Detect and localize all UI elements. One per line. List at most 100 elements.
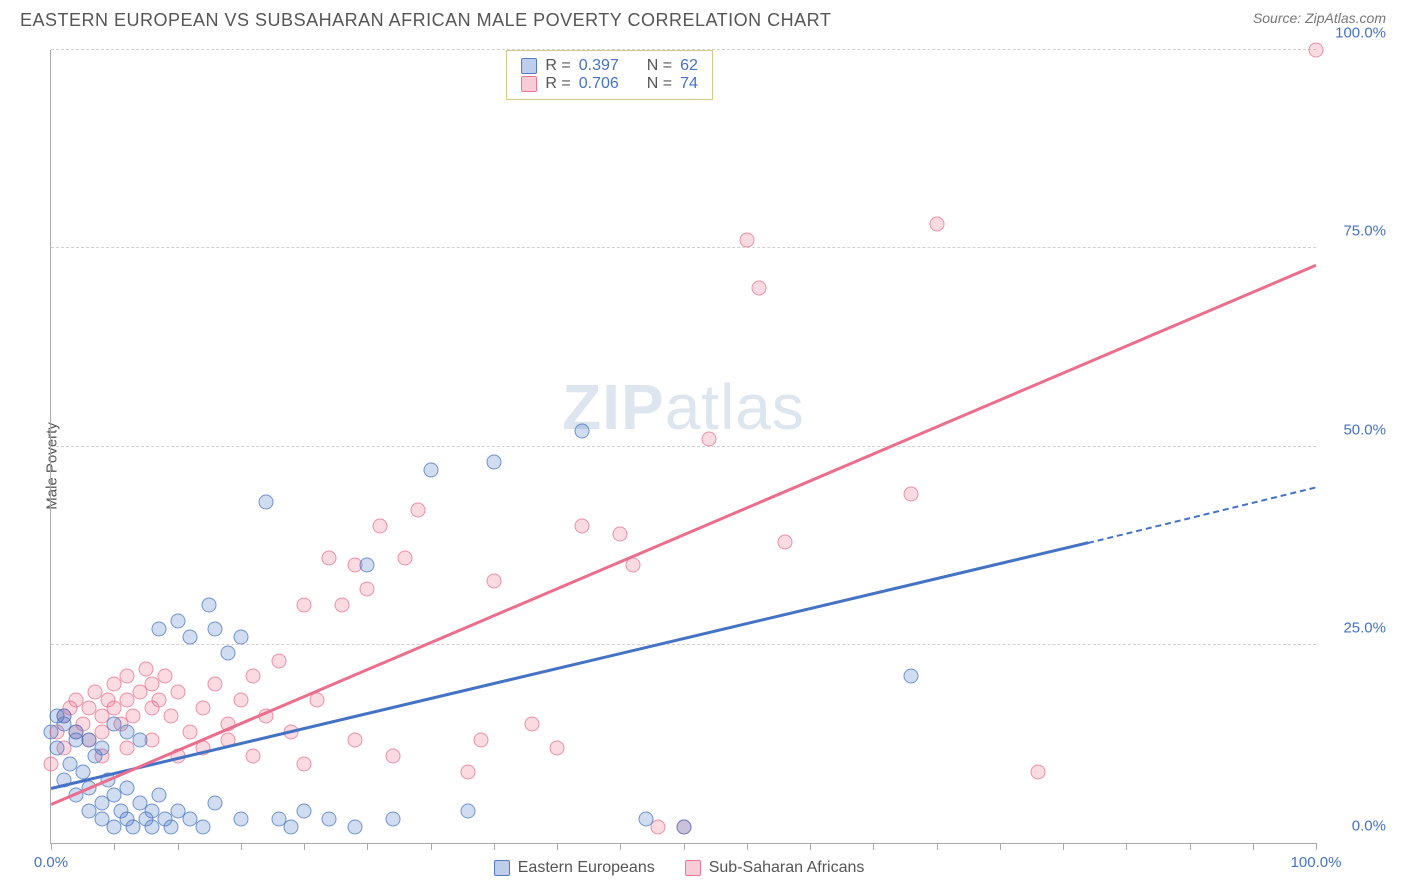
data-point-pink [297, 756, 312, 771]
x-tick [1190, 843, 1191, 850]
x-tick [873, 843, 874, 850]
y-tick-label: 100.0% [1335, 25, 1386, 42]
data-point-pink [385, 748, 400, 763]
legend-row: R =0.706N =74 [521, 75, 698, 93]
x-tick [431, 843, 432, 850]
data-point-pink [151, 693, 166, 708]
legend-r-value: 0.397 [579, 57, 619, 75]
data-point-pink [195, 701, 210, 716]
data-point-blue [575, 423, 590, 438]
legend-row: R =0.397N =62 [521, 57, 698, 75]
data-point-pink [1030, 764, 1045, 779]
y-tick-label: 50.0% [1343, 421, 1386, 438]
watermark-atlas: atlas [665, 371, 805, 443]
data-point-blue [284, 820, 299, 835]
data-point-blue [202, 598, 217, 613]
data-point-pink [701, 431, 716, 446]
legend-series-label: Sub-Saharan Africans [709, 859, 865, 877]
data-point-pink [164, 709, 179, 724]
x-tick [367, 843, 368, 850]
data-point-pink [297, 598, 312, 613]
legend-item: Sub-Saharan Africans [685, 859, 865, 877]
legend-n-value: 62 [680, 57, 698, 75]
data-point-blue [183, 629, 198, 644]
data-point-pink [486, 574, 501, 589]
data-point-blue [423, 463, 438, 478]
legend-swatch-pink [521, 76, 537, 92]
data-point-pink [929, 217, 944, 232]
data-point-pink [309, 693, 324, 708]
correlation-legend: R = 0.397 N = 62R =0.706N =74 [506, 50, 713, 100]
data-point-blue [132, 732, 147, 747]
data-point-pink [322, 550, 337, 565]
data-point-pink [398, 550, 413, 565]
legend-n-label: N = [647, 75, 672, 93]
data-point-blue [119, 780, 134, 795]
x-tick [810, 843, 811, 850]
data-point-blue [221, 645, 236, 660]
data-point-blue [322, 812, 337, 827]
data-point-blue [461, 804, 476, 819]
data-point-pink [126, 709, 141, 724]
chart-title: EASTERN EUROPEAN VS SUBSAHARAN AFRICAN M… [20, 10, 831, 31]
data-point-blue [50, 740, 65, 755]
data-point-pink [625, 558, 640, 573]
data-point-pink [233, 693, 248, 708]
data-point-pink [651, 820, 666, 835]
x-tick [620, 843, 621, 850]
data-point-pink [550, 740, 565, 755]
data-point-pink [271, 653, 286, 668]
data-point-blue [208, 621, 223, 636]
data-point-blue [347, 820, 362, 835]
data-point-blue [170, 613, 185, 628]
data-point-pink [904, 487, 919, 502]
data-point-pink [44, 756, 59, 771]
data-point-pink [524, 717, 539, 732]
x-tick [178, 843, 179, 850]
data-point-blue [486, 455, 501, 470]
watermark: ZIPatlas [562, 370, 805, 444]
gridline [51, 247, 1316, 248]
y-tick-label: 75.0% [1343, 223, 1386, 240]
data-point-blue [259, 495, 274, 510]
data-point-blue [151, 788, 166, 803]
legend-r-label: R = [545, 57, 570, 75]
data-point-pink [461, 764, 476, 779]
data-point-pink [119, 669, 134, 684]
x-tick [937, 843, 938, 850]
data-point-blue [233, 812, 248, 827]
data-point-pink [739, 233, 754, 248]
legend-r-label: R = [545, 75, 570, 93]
data-point-pink [777, 534, 792, 549]
x-tick [241, 843, 242, 850]
x-tick [1000, 843, 1001, 850]
legend-swatch-blue [521, 58, 537, 74]
data-point-blue [164, 820, 179, 835]
x-tick-label: 0.0% [34, 854, 68, 871]
x-tick-label: 100.0% [1291, 854, 1342, 871]
legend-series-label: Eastern Europeans [518, 859, 655, 877]
scatter-plot-area: ZIPatlas R =0.397N =62R =0.706N =74 East… [50, 50, 1316, 844]
legend-item: Eastern Europeans [494, 859, 655, 877]
x-tick [304, 843, 305, 850]
x-tick [684, 843, 685, 850]
data-point-blue [638, 812, 653, 827]
data-point-blue [297, 804, 312, 819]
data-point-blue [385, 812, 400, 827]
series-legend: Eastern Europeans Sub-Saharan Africans [494, 859, 865, 877]
data-point-blue [151, 621, 166, 636]
legend-swatch-pink [685, 860, 701, 876]
x-tick [114, 843, 115, 850]
data-point-pink [372, 518, 387, 533]
data-point-blue [360, 558, 375, 573]
x-tick [51, 843, 52, 850]
data-point-blue [676, 820, 691, 835]
gridline [51, 49, 1316, 50]
data-point-pink [208, 677, 223, 692]
data-point-pink [246, 748, 261, 763]
data-point-pink [183, 724, 198, 739]
y-tick-label: 25.0% [1343, 619, 1386, 636]
gridline [51, 446, 1316, 447]
data-point-pink [138, 661, 153, 676]
data-point-pink [347, 732, 362, 747]
